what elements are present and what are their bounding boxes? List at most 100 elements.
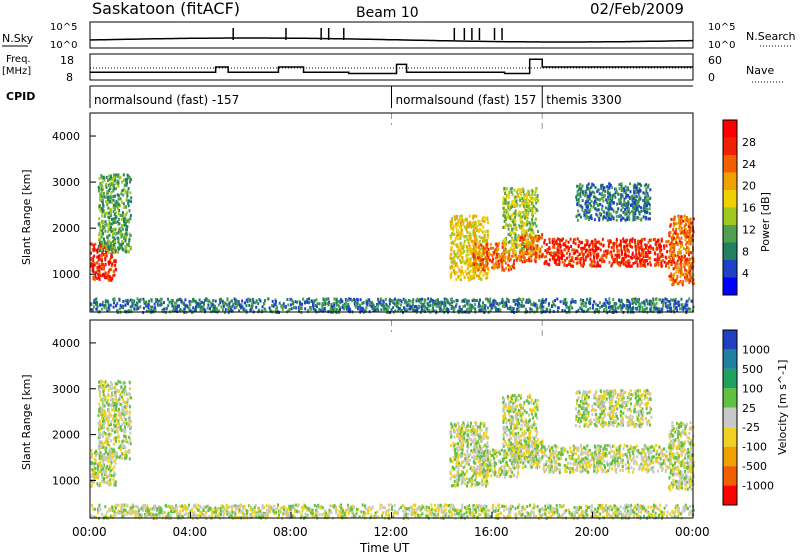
range-cell (587, 182, 590, 186)
range-cell (499, 255, 502, 259)
range-cell (429, 304, 432, 308)
range-cell (127, 218, 130, 222)
range-cell (126, 309, 129, 313)
range-cell (111, 244, 114, 248)
range-cell (103, 454, 106, 458)
range-cell (255, 299, 258, 303)
range-cell (597, 240, 600, 244)
range-cell (503, 304, 506, 308)
range-cell (249, 299, 252, 303)
range-cell (96, 475, 99, 479)
range-cell (519, 236, 522, 240)
range-cell (113, 240, 116, 244)
range-cell (642, 251, 645, 255)
range-cell (631, 245, 634, 249)
range-cell (97, 258, 100, 262)
range-cell (559, 245, 562, 249)
range-cell (121, 180, 123, 184)
noise-rtick-top: 10^5 (708, 22, 735, 33)
range-cell (543, 238, 546, 242)
range-cell (339, 298, 342, 302)
range-cell (107, 179, 109, 182)
range-cell (102, 416, 105, 420)
range-cell (667, 260, 670, 264)
range-cell (228, 307, 231, 311)
range-cell (503, 226, 506, 230)
range-cell (654, 304, 657, 308)
range-cell (509, 187, 512, 191)
range-cell (672, 218, 675, 222)
range-cell (533, 304, 536, 308)
range-cell (686, 235, 689, 239)
range-cell (536, 197, 539, 201)
range-cell (190, 300, 193, 304)
range-cell (459, 273, 462, 277)
range-cell (531, 210, 534, 214)
range-cell (502, 302, 505, 306)
range-cell (689, 279, 692, 283)
range-cell (450, 241, 453, 245)
range-cell (584, 250, 587, 254)
range-cell (468, 243, 471, 247)
range-cell (599, 248, 602, 252)
range-cell (121, 223, 124, 227)
range-cell (455, 298, 458, 302)
range-cell (453, 250, 456, 253)
range-cell (284, 305, 287, 309)
range-cell (475, 234, 478, 238)
range-cell (399, 303, 402, 307)
range-cell (623, 253, 626, 257)
range-cell (534, 211, 537, 215)
range-cell (406, 301, 409, 304)
range-cell (584, 301, 587, 305)
range-cell (621, 216, 624, 220)
range-cell (485, 276, 488, 280)
range-cell (113, 207, 116, 211)
range-cell (112, 210, 115, 213)
range-cell (578, 306, 581, 310)
range-cell (400, 300, 403, 304)
range-cell (112, 189, 115, 193)
range-cell (584, 202, 587, 206)
range-cell (117, 184, 120, 188)
range-cell (108, 218, 111, 222)
range-cell (601, 192, 604, 195)
range-cell (645, 215, 648, 219)
range-cell (624, 250, 627, 254)
range-cell (143, 300, 145, 303)
range-cell (98, 217, 101, 221)
range-cell (677, 236, 680, 240)
range-cell (684, 258, 687, 262)
range-cell (600, 304, 603, 308)
range-cell (110, 191, 113, 194)
range-cell (526, 195, 528, 199)
range-cell (371, 301, 374, 305)
range-cell (457, 256, 460, 260)
range-cell (96, 466, 99, 469)
range-cell (462, 272, 465, 276)
range-cell (98, 424, 101, 428)
range-cell (618, 263, 620, 267)
range-cell (466, 249, 469, 253)
range-cell (99, 427, 101, 431)
range-cell (584, 258, 587, 262)
range-cell (449, 303, 452, 307)
range-cell (478, 235, 481, 239)
range-cell (612, 209, 615, 213)
range-cell (623, 187, 625, 191)
range-cell (375, 306, 377, 310)
range-cell (454, 239, 457, 243)
range-cell (650, 246, 652, 250)
range-cell (98, 176, 101, 180)
range-cell (487, 298, 489, 302)
range-cell (512, 253, 515, 257)
range-cell (504, 255, 507, 259)
range-cell (128, 450, 131, 454)
range-cell (632, 202, 635, 206)
range-cell (420, 308, 423, 312)
range-cell (365, 299, 368, 303)
range-cell (487, 247, 490, 251)
range-cell (535, 224, 538, 228)
range-cell (681, 258, 684, 262)
range-cell (466, 299, 469, 303)
